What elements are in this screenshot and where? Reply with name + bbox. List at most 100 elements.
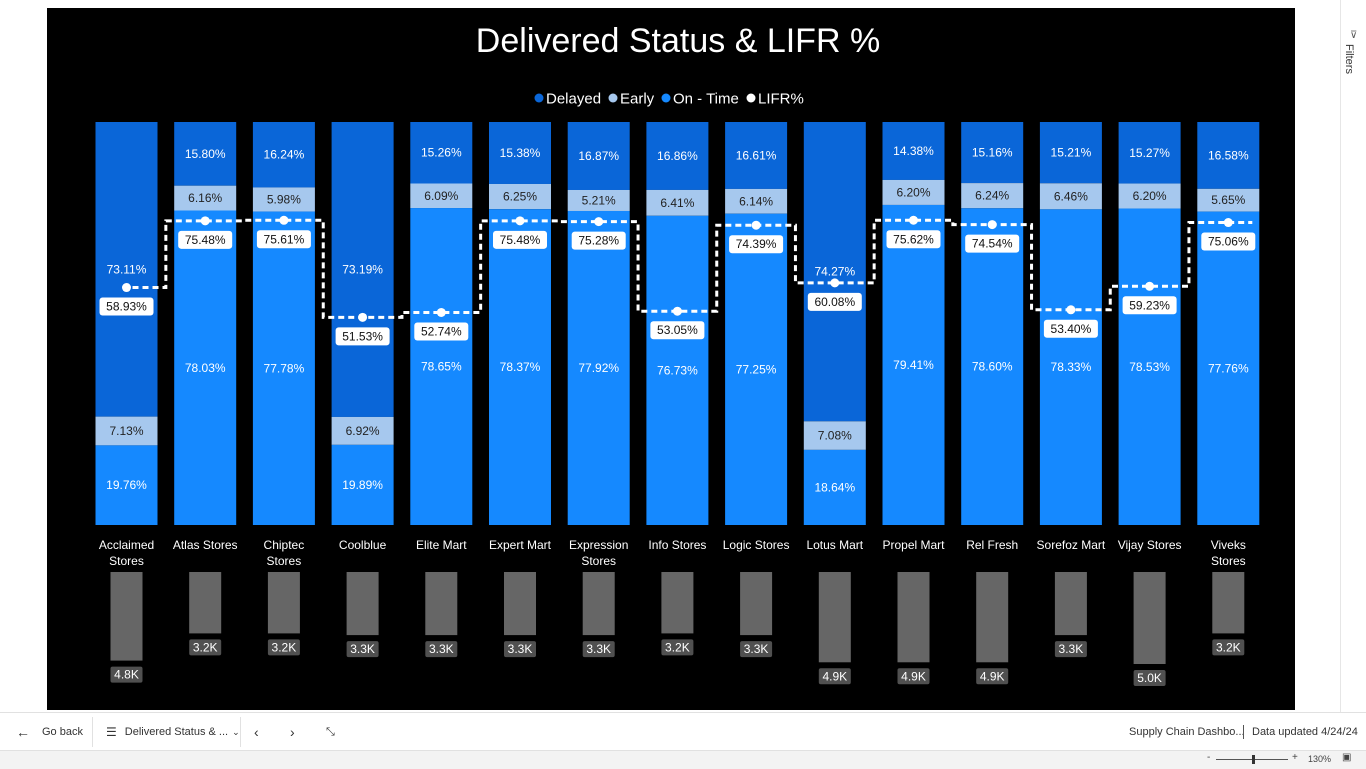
bar-early-chiptec-stores xyxy=(252,187,315,212)
category-label-elite-mart: Elite Mart xyxy=(416,538,467,552)
label-delayed-sorefoz-mart: 15.21% xyxy=(1051,146,1092,160)
lifr-label-chiptec-stores: 75.61% xyxy=(264,232,305,246)
category-label-atlas-stores: Atlas Stores xyxy=(173,538,238,552)
collapse-icon[interactable]: ⤡ xyxy=(326,725,335,738)
label-early-atlas-stores: 6.16% xyxy=(188,191,222,205)
lifr-label-bg-expert-mart xyxy=(493,230,547,249)
label-ontime-info-stores: 76.73% xyxy=(657,363,698,377)
volume-label-bg-chiptec-stores xyxy=(267,639,300,656)
label-delayed-rel-fresh: 15.16% xyxy=(972,146,1013,160)
volume-label-bg-elite-mart xyxy=(425,641,458,658)
label-delayed-elite-mart: 15.26% xyxy=(421,146,462,160)
label-delayed-viveks-stores: 16.58% xyxy=(1208,148,1249,162)
category-label-lotus-mart: Lotus Mart xyxy=(806,538,863,552)
category-label-expert-mart: Expert Mart xyxy=(489,538,552,552)
page-list-icon: ☰ xyxy=(106,725,117,739)
bar-ontime-chiptec-stores xyxy=(252,211,315,525)
lifr-label-bg-logic-stores xyxy=(729,235,784,254)
bar-early-expert-mart xyxy=(489,183,551,210)
bar-early-viveks-stores xyxy=(1197,188,1260,212)
bar-early-atlas-stores xyxy=(174,185,237,211)
bar-ontime-info-stores xyxy=(646,215,709,525)
label-ontime-expert-mart: 78.37% xyxy=(500,360,541,374)
bar-early-lotus-mart xyxy=(803,421,866,450)
bar-delayed-rel-fresh xyxy=(961,122,1024,184)
label-early-coolblue: 6.92% xyxy=(346,424,380,438)
label-early-lotus-mart: 7.08% xyxy=(818,429,852,443)
label-early-elite-mart: 6.09% xyxy=(424,189,458,203)
bar-delayed-expression-stores xyxy=(567,122,630,190)
legend-label-delayed: Delayed xyxy=(546,91,601,108)
lifr-point-acclaimed-stores xyxy=(122,283,131,293)
bottom-bar: ← Go back ☰ Delivered Status & ... ⌄ ‹ ›… xyxy=(0,712,1366,751)
filters-label[interactable]: Filters xyxy=(1343,44,1355,74)
label-delayed-expert-mart: 15.38% xyxy=(500,146,541,160)
lifr-label-expert-mart: 75.48% xyxy=(500,233,541,247)
go-back-button[interactable]: ← Go back xyxy=(16,713,83,751)
zoom-out-icon[interactable]: - xyxy=(1207,752,1211,763)
bar-ontime-rel-fresh xyxy=(961,208,1024,525)
chart-legend: Delayed Early On - Time LIFR% xyxy=(534,91,804,108)
back-arrow-icon: ← xyxy=(16,724,30,740)
category-label-vijay-stores: Vijay Stores xyxy=(1118,538,1182,552)
category-label-logic-stores: Logic Stores xyxy=(723,538,790,552)
lifr-label-bg-atlas-stores xyxy=(178,230,233,249)
lifr-point-expert-mart xyxy=(515,216,525,226)
lifr-label-viveks-stores: 75.06% xyxy=(1208,235,1249,249)
lifr-point-lotus-mart xyxy=(830,278,840,288)
label-ontime-logic-stores: 77.25% xyxy=(736,362,777,376)
bar-delayed-elite-mart xyxy=(410,122,473,184)
volume-bar-rel-fresh xyxy=(976,572,1009,663)
label-early-acclaimed-stores: 7.13% xyxy=(109,424,143,438)
previous-page-button[interactable]: ‹ xyxy=(254,724,259,740)
label-early-info-stores: 6.41% xyxy=(660,196,694,210)
lifr-point-sorefoz-mart xyxy=(1066,305,1076,315)
label-early-viveks-stores: 5.65% xyxy=(1211,193,1245,207)
volume-label-bg-vijay-stores xyxy=(1133,670,1166,686)
lifr-line xyxy=(122,218,1253,319)
lifr-point-vijay-stores xyxy=(1145,281,1155,291)
category-label-expression-stores-line1: Expression xyxy=(569,538,628,552)
bar-early-rel-fresh xyxy=(961,183,1024,209)
lifr-label-acclaimed-stores: 58.93% xyxy=(106,300,147,314)
next-page-button[interactable]: › xyxy=(290,724,295,740)
volume-label-expert-mart: 3.3K xyxy=(508,642,533,656)
legend-marker-early xyxy=(608,93,618,103)
volume-label-lotus-mart: 4.9K xyxy=(822,669,847,683)
category-label-viveks-stores-line2: Stores xyxy=(1211,554,1246,568)
lifr-label-bg-sorefoz-mart xyxy=(1043,319,1098,338)
chart-title: Delivered Status & LIFR % xyxy=(476,22,880,60)
bar-early-propel-mart xyxy=(882,179,945,205)
filters-pane[interactable] xyxy=(1340,0,1366,712)
category-label-info-stores: Info Stores xyxy=(648,538,706,552)
legend-marker-lifr xyxy=(746,93,756,103)
report-canvas: Delivered Status & LIFR % Delayed Early On… xyxy=(47,8,1295,710)
volume-bar-propel-mart xyxy=(897,572,930,663)
zoom-level: 130% xyxy=(1308,754,1332,764)
bar-ontime-sorefoz-mart xyxy=(1039,209,1102,526)
zoom-slider-handle[interactable] xyxy=(1252,755,1255,764)
volume-label-bg-sorefoz-mart xyxy=(1054,641,1087,658)
bar-early-elite-mart xyxy=(410,183,473,209)
lifr-label-logic-stores: 74.39% xyxy=(736,237,777,251)
report-name: Supply Chain Dashbo... xyxy=(1129,726,1245,738)
bar-ontime-lotus-mart xyxy=(803,449,866,525)
category-label-expression-stores-line2: Stores xyxy=(581,554,616,568)
volume-label-bg-viveks-stores xyxy=(1212,639,1245,656)
label-ontime-chiptec-stores: 77.78% xyxy=(264,361,305,375)
filter-icon[interactable]: ⊽ xyxy=(1350,30,1358,41)
data-updated-label: Data updated 4/24/24 xyxy=(1252,726,1358,738)
label-ontime-atlas-stores: 78.03% xyxy=(185,361,226,375)
label-ontime-sorefoz-mart: 78.33% xyxy=(1051,360,1092,374)
label-delayed-atlas-stores: 15.80% xyxy=(185,147,226,161)
page-selector[interactable]: ☰ Delivered Status & ... ⌄ xyxy=(106,713,240,751)
label-delayed-acclaimed-stores: 73.11% xyxy=(107,262,147,276)
volume-bar-lotus-mart xyxy=(818,572,851,663)
volume-label-bg-logic-stores xyxy=(740,641,773,658)
legend-marker-on-time xyxy=(661,93,671,103)
lifr-label-atlas-stores: 75.48% xyxy=(185,233,226,247)
label-delayed-info-stores: 16.86% xyxy=(657,149,698,163)
category-label-chiptec-stores-line1: Chiptec xyxy=(264,538,305,552)
zoom-in-icon[interactable]: + xyxy=(1292,752,1298,763)
fit-page-icon[interactable]: ▣ xyxy=(1342,752,1352,763)
